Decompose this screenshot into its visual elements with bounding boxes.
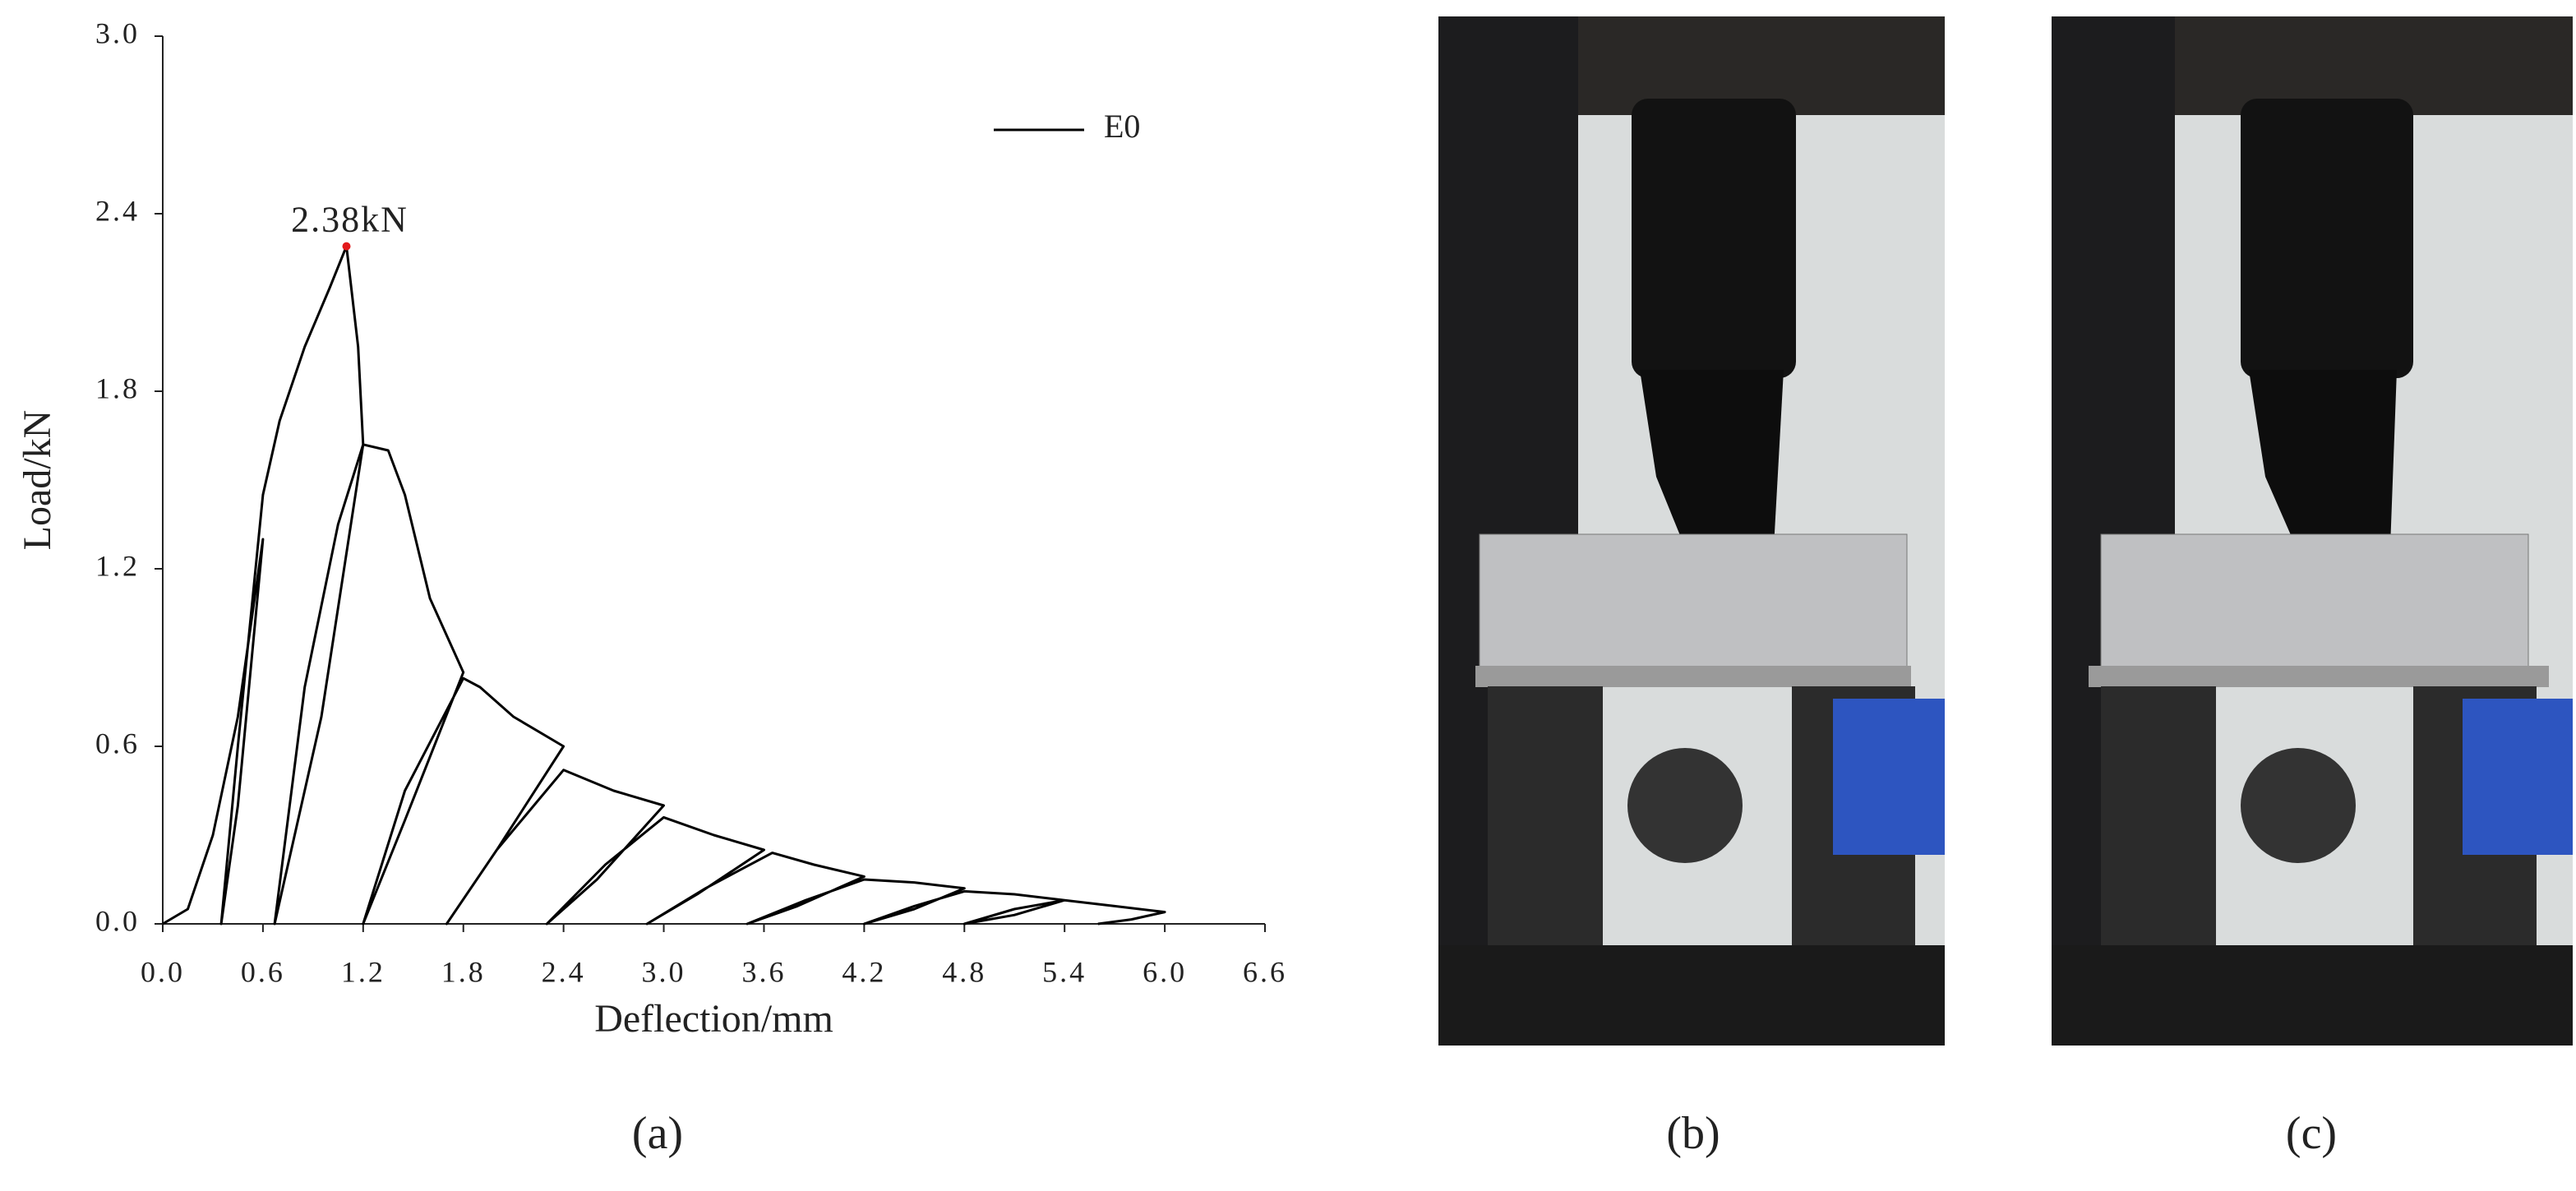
y-tick-label: 1.8 bbox=[95, 372, 140, 404]
x-tick-label: 5.4 bbox=[1042, 955, 1087, 988]
y-tick-label: 2.4 bbox=[95, 194, 140, 227]
blue-object bbox=[2463, 699, 2573, 855]
loading-cylinder bbox=[1632, 99, 1796, 378]
peak-annotation: 2.38kN bbox=[291, 200, 409, 240]
x-tick-label: 6.6 bbox=[1243, 955, 1287, 988]
specimen bbox=[1479, 533, 1908, 675]
x-tick-label: 0.0 bbox=[141, 955, 185, 988]
support-plate bbox=[1475, 666, 1911, 687]
loading-cylinder bbox=[2241, 99, 2413, 378]
base bbox=[1438, 945, 1945, 1046]
photo-b bbox=[1438, 16, 1945, 1046]
x-tick-label: 2.4 bbox=[542, 955, 586, 988]
dial-gauge bbox=[2241, 748, 2356, 863]
x-tick-label: 6.0 bbox=[1143, 955, 1187, 988]
blue-object bbox=[1833, 699, 1945, 855]
y-axis-label: Load/kN bbox=[16, 410, 59, 551]
dial-gauge bbox=[1627, 748, 1743, 863]
base bbox=[2052, 945, 2573, 1046]
x-tick-label: 4.8 bbox=[942, 955, 986, 988]
photo-c bbox=[2052, 16, 2573, 1046]
x-tick-label: 3.6 bbox=[741, 955, 786, 988]
x-tick-label: 4.2 bbox=[842, 955, 886, 988]
y-tick-label: 0.6 bbox=[95, 727, 140, 759]
y-tick-label: 1.2 bbox=[95, 549, 140, 582]
caption-a: (a) bbox=[632, 1108, 683, 1159]
legend-label: E0 bbox=[1104, 108, 1140, 145]
caption-c: (c) bbox=[2286, 1108, 2337, 1159]
caption-b: (b) bbox=[1666, 1108, 1720, 1159]
y-tick-label: 3.0 bbox=[95, 16, 140, 49]
data-line bbox=[162, 245, 1166, 926]
x-tick-label: 3.0 bbox=[642, 955, 686, 988]
chart: 0.0 0.6 1.2 1.8 2.4 3.0 3.6 4.2 4.8 5.4 6.0 6.6 0.0 0… bbox=[16, 16, 1287, 1041]
support-plate bbox=[2089, 666, 2549, 687]
peak-point bbox=[342, 242, 351, 251]
x-tick-label: 0.6 bbox=[241, 955, 285, 988]
x-tick-label: 1.2 bbox=[341, 955, 385, 988]
x-tick-label: 1.8 bbox=[441, 955, 486, 988]
y-tick-label: 0.0 bbox=[95, 904, 140, 937]
x-axis-label: Deflection/mm bbox=[594, 997, 833, 1041]
specimen bbox=[2100, 533, 2529, 675]
